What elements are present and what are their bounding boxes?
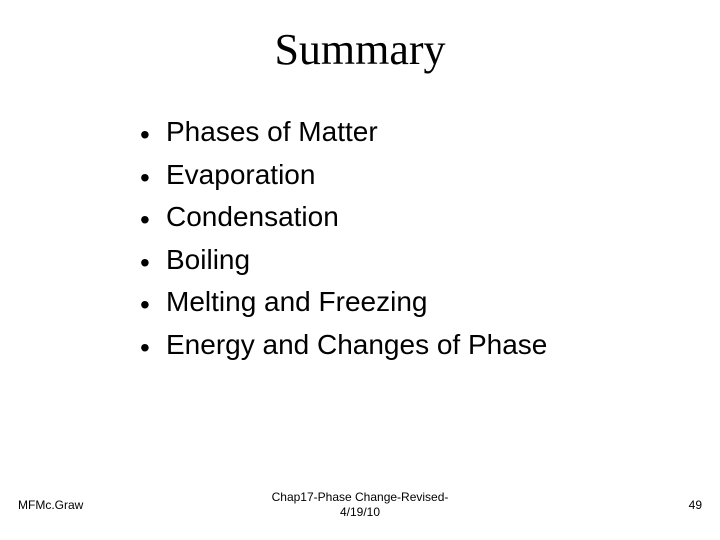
bullet-marker-icon: • (140, 288, 166, 322)
bullet-marker-icon: • (140, 246, 166, 280)
footer-date: 4/19/10 (340, 505, 380, 519)
list-item: • Evaporation (140, 161, 547, 195)
bullet-marker-icon: • (140, 331, 166, 365)
list-item: • Melting and Freezing (140, 288, 547, 322)
bullet-marker-icon: • (140, 161, 166, 195)
footer-page-number: 49 (689, 498, 702, 512)
bullet-marker-icon: • (140, 118, 166, 152)
list-item: • Energy and Changes of Phase (140, 331, 547, 365)
bullet-text: Energy and Changes of Phase (166, 331, 547, 359)
slide: Summary • Phases of Matter • Evaporation… (0, 0, 720, 540)
slide-title: Summary (0, 24, 720, 75)
list-item: • Phases of Matter (140, 118, 547, 152)
bullet-text: Phases of Matter (166, 118, 378, 146)
footer-chapter: Chap17-Phase Change-Revised- (272, 490, 449, 504)
bullet-text: Boiling (166, 246, 250, 274)
list-item: • Condensation (140, 203, 547, 237)
bullet-list: • Phases of Matter • Evaporation • Conde… (140, 118, 547, 374)
bullet-marker-icon: • (140, 203, 166, 237)
bullet-text: Melting and Freezing (166, 288, 427, 316)
bullet-text: Condensation (166, 203, 339, 231)
list-item: • Boiling (140, 246, 547, 280)
footer-center: Chap17-Phase Change-Revised- 4/19/10 (0, 490, 720, 520)
bullet-text: Evaporation (166, 161, 315, 189)
